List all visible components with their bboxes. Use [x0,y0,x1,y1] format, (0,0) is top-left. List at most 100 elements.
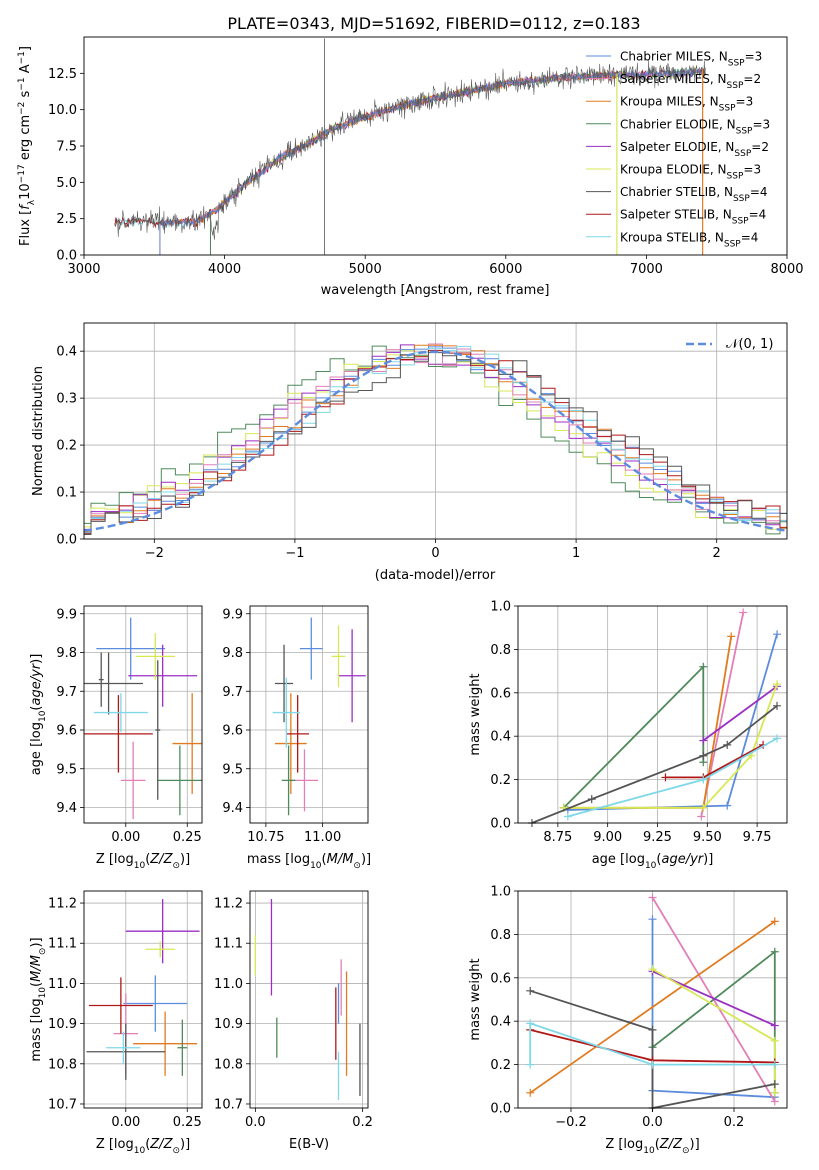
y-tick-label: 1.0 [490,600,511,615]
label-part: 10 [38,987,48,999]
label-part: SSP [734,149,751,159]
y-tick-label: 9.7 [56,685,77,700]
legend-label: Kroupa MILES, NSSP=3 [620,95,753,114]
x-tick-label: 11.00 [304,830,341,845]
label-part: )] [29,654,44,664]
label-part: −2 [17,102,27,115]
weight-marker [770,1021,779,1030]
label-part: ( [655,1137,660,1152]
y-axis-label: mass [log10(M/M⊙)] [29,937,48,1061]
y-tick-label: 10.7 [214,1097,243,1112]
label-part: erg cm [18,115,33,164]
x-axis-label: Z [log10(Z/Z⊙)] [96,1137,190,1156]
label-part: Z [log [96,852,134,867]
label-part: Z/Z [659,1137,683,1152]
histogram-step [84,345,787,535]
y-tick-label: 9.5 [222,762,243,777]
x-tick-label: 3000 [67,262,100,277]
axes-frame [249,890,369,1109]
label-part: SSP [727,172,744,182]
label-part: SSP [728,59,745,69]
y-tick-label: 9.8 [222,646,243,661]
x-tick-label: 8000 [770,262,803,277]
x-tick-label: 2 [713,546,721,561]
y-tick-label: 9.7 [222,685,243,700]
label-part: 10 [38,710,48,722]
y-tick-label: 10.0 [48,103,77,118]
y-tick-label: 11.1 [48,937,77,952]
legend-label: Chabrier ELODIE, NSSP=3 [620,117,770,136]
label-part: Z/Z [149,852,173,867]
label-part: SSP [724,239,741,249]
histogram-step [84,346,787,534]
x-tick-label: 10.75 [247,830,284,845]
spectrum-line [114,60,706,240]
label-part: s [18,90,33,101]
label-part: Z/Z [149,1137,173,1152]
weight-marker [661,773,670,782]
weight-line [529,989,775,1110]
y-tick-label: 7.5 [56,140,77,155]
weight-marker [739,608,748,617]
label-part: ] [18,46,33,51]
label-part: =4 [750,185,768,199]
y-tick-label: 11.2 [214,897,243,912]
label-part: =3 [743,163,761,177]
axes-weight_vs_age: 8.75 9.00 9.25 9.50 9.75 0.0 0.2 0.4 0.6 0.8 1.0 ag… [468,600,788,871]
axes-frame [83,36,788,256]
plot-area [254,899,361,1100]
y-tick-label: 0.2 [56,439,77,454]
y-tick-label: 0.4 [490,1015,511,1030]
label-part: age/yr [29,662,44,705]
axes-frame [249,605,369,824]
weight-marker [526,1088,535,1097]
x-tick-label: 1 [572,546,580,561]
plot-area [114,38,706,255]
label-part: SSP [727,81,744,91]
plot-area [527,608,782,827]
label-part: Chabrier MILES, N [620,50,728,64]
legend-label: Salpeter MILES, NSSP=2 [620,72,761,91]
label-part: Z [log [605,1137,643,1152]
label-part: Salpeter MILES, N [620,72,727,86]
y-axis-label: mass weight [468,958,483,1040]
label-part: )] [703,852,713,867]
weight-marker [727,632,736,641]
y-tick-label: 0.0 [56,533,77,548]
y-tick-label: 0.2 [490,773,511,788]
y-tick-label: 10.9 [48,1017,77,1032]
label-part: ⊙ [172,1146,180,1156]
label-part: M/M [327,852,354,867]
legend-label: 𝒩(0, 1) [726,337,773,352]
y-tick-label: 9.4 [56,801,77,816]
label-part: =2 [751,140,769,154]
x-tick-label: 9.50 [693,830,722,845]
weight-marker [723,740,732,749]
label-part: A [18,64,33,77]
weight-line [529,920,776,1094]
weight-marker [648,915,657,924]
label-part: ( [145,852,150,867]
axes-residuals: −2 −1 0 1 2 0.0 0.1 0.2 0.3 0.4 (data-model)/error… [31,322,788,583]
y-tick-label: 0.2 [490,1058,511,1073]
label-part: 10 [18,183,33,200]
weight-marker [699,662,708,671]
x-tick-label: 0 [431,546,439,561]
y-tick-label: 0.0 [56,249,77,264]
axes-frame [83,890,203,1109]
weight-marker [770,1036,779,1045]
x-tick-label: 4000 [208,262,241,277]
label-part: SSP [733,194,750,204]
weight-marker [648,1060,657,1069]
label-part: f [18,203,33,210]
axes-age_vs_Z: 0.00 0.259.49.59.69.79.89.9Z [log10(Z/Z⊙)… [29,605,203,871]
spectrum-line [159,69,618,255]
legend-label: Chabrier STELIB, NSSP=4 [620,185,768,204]
weight-line [563,664,705,809]
plot-area [272,617,366,816]
weight-marker [526,1019,535,1028]
y-tick-label: 0.6 [490,686,511,701]
label-part: ( [322,852,327,867]
